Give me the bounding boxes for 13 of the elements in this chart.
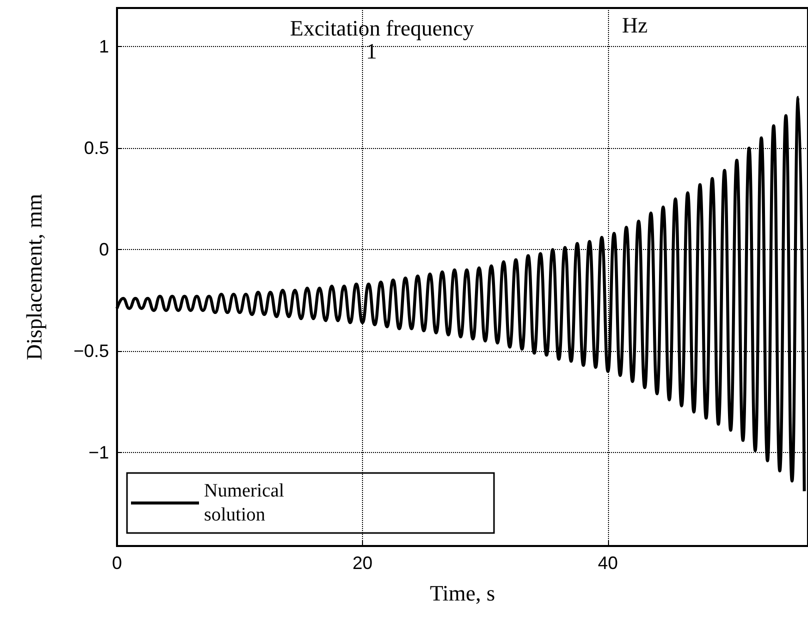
y-axis-title: Displacement, mm [22,194,46,360]
y-tick-label: 0 [98,240,109,260]
y-tick-label: −0.5 [73,341,109,362]
legend-label: Numerical solution [204,480,289,526]
x-tick-label: 20 [352,553,372,573]
y-tick-label: 1 [98,36,109,57]
x-tick-label: 0 [112,553,122,573]
y-tick-label: 0.5 [84,138,109,158]
annotation: Hz [622,12,648,38]
x-tick-label: 40 [598,553,618,573]
y-tick-label: −1 [88,442,109,463]
x-axis-title: Time, s [430,580,496,606]
chart-title: Excitation frequency [290,16,474,40]
